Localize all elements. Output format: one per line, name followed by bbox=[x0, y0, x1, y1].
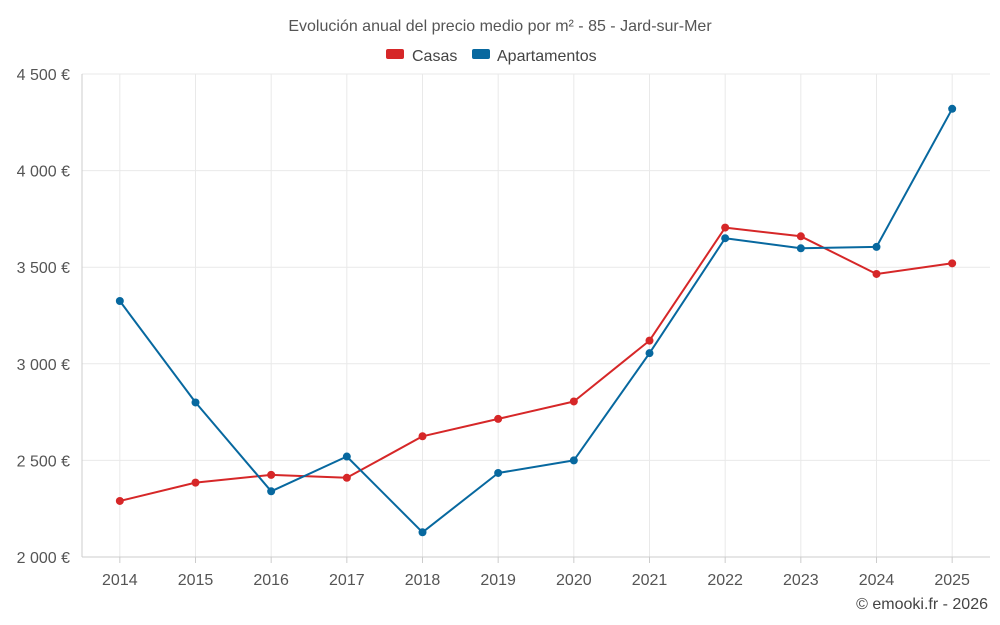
x-tick-label: 2019 bbox=[480, 572, 516, 589]
y-tick-label: 4 000 € bbox=[17, 164, 70, 181]
series-line-apartamentos bbox=[118, 108, 954, 534]
data-point-casas-2016[interactable] bbox=[267, 470, 276, 479]
x-tick-label: 2022 bbox=[707, 572, 743, 589]
data-point-apartamentos-2022[interactable] bbox=[721, 234, 730, 243]
data-point-casas-2021[interactable] bbox=[645, 336, 654, 345]
x-tick-label: 2017 bbox=[329, 572, 365, 589]
grid bbox=[82, 73, 990, 557]
data-point-apartamentos-2023[interactable] bbox=[796, 244, 805, 253]
y-tick-label: 2 000 € bbox=[17, 550, 70, 567]
data-point-apartamentos-2024[interactable] bbox=[872, 242, 881, 251]
data-point-apartamentos-2020[interactable] bbox=[569, 456, 578, 465]
data-point-casas-2014[interactable] bbox=[115, 496, 124, 505]
data-point-apartamentos-2025[interactable] bbox=[948, 104, 957, 113]
data-point-apartamentos-2018[interactable] bbox=[418, 528, 427, 537]
data-point-apartamentos-2015[interactable] bbox=[191, 398, 200, 407]
x-tick-label: 2025 bbox=[934, 572, 970, 589]
series-apartamentos bbox=[115, 104, 957, 537]
x-tick-label: 2018 bbox=[405, 572, 441, 589]
series bbox=[115, 104, 957, 537]
chart-title: Evolución anual del precio medio por m² … bbox=[288, 18, 712, 35]
y-tick-label: 4 500 € bbox=[17, 67, 70, 84]
data-point-casas-2017[interactable] bbox=[342, 473, 351, 482]
x-tick-label: 2015 bbox=[178, 572, 214, 589]
data-point-casas-2020[interactable] bbox=[569, 397, 578, 406]
legend-swatch-apartamentos[interactable] bbox=[472, 49, 490, 59]
data-point-apartamentos-2019[interactable] bbox=[494, 468, 503, 477]
data-point-apartamentos-2017[interactable] bbox=[342, 452, 351, 461]
x-tick-label: 2021 bbox=[632, 572, 668, 589]
data-point-apartamentos-2021[interactable] bbox=[645, 349, 654, 358]
legend-label-apartamentos[interactable]: Apartamentos bbox=[497, 48, 597, 65]
data-point-apartamentos-2016[interactable] bbox=[267, 487, 276, 496]
x-tick-label: 2024 bbox=[859, 572, 895, 589]
data-point-casas-2019[interactable] bbox=[494, 414, 503, 423]
x-tick-label: 2014 bbox=[102, 572, 138, 589]
y-tick-label: 3 000 € bbox=[17, 357, 70, 374]
x-tick-label: 2020 bbox=[556, 572, 592, 589]
data-point-casas-2023[interactable] bbox=[796, 232, 805, 241]
data-point-casas-2025[interactable] bbox=[948, 259, 957, 268]
legend: Casas Apartamentos bbox=[386, 48, 597, 65]
credit-text: © emooki.fr - 2026 bbox=[856, 596, 988, 613]
data-point-casas-2024[interactable] bbox=[872, 269, 881, 278]
data-point-apartamentos-2014[interactable] bbox=[115, 297, 124, 306]
legend-swatch-casas[interactable] bbox=[386, 49, 404, 59]
axes: 2 000 € 2 500 € 3 000 € 3 500 € 4 000 € 4 500… bbox=[17, 67, 990, 589]
x-tick-label: 2016 bbox=[253, 572, 289, 589]
y-tick-label: 2 500 € bbox=[17, 453, 70, 470]
legend-label-casas[interactable]: Casas bbox=[412, 48, 457, 65]
data-point-casas-2015[interactable] bbox=[191, 478, 200, 487]
data-point-casas-2018[interactable] bbox=[418, 432, 427, 441]
y-tick-label: 3 500 € bbox=[17, 260, 70, 277]
data-point-casas-2022[interactable] bbox=[721, 223, 730, 232]
x-tick-label: 2023 bbox=[783, 572, 819, 589]
